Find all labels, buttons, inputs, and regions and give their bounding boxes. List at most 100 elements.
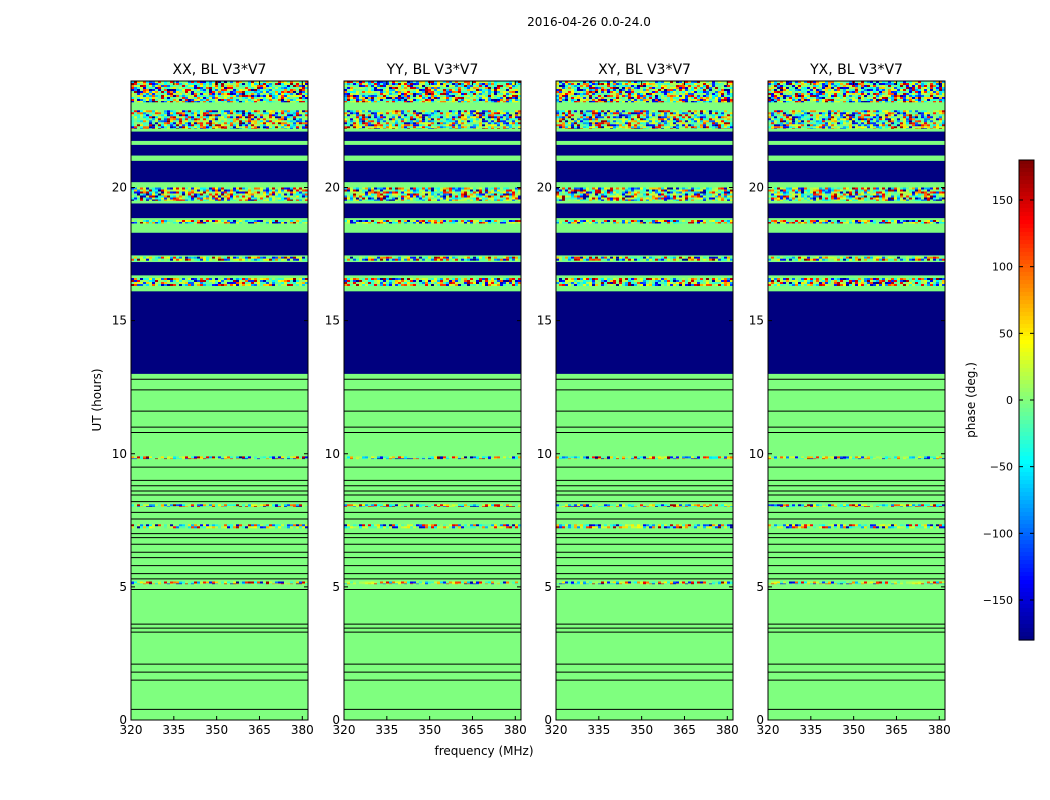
phase-cell: [398, 524, 401, 527]
phase-cell: [506, 118, 509, 121]
phase-cell: [164, 101, 167, 103]
phase-cell: [149, 126, 152, 129]
phase-cell: [254, 258, 257, 261]
phase-cell: [359, 99, 362, 101]
phase-cell: [170, 122, 173, 125]
phase-cell: [485, 85, 488, 87]
phase-cell: [431, 189, 434, 192]
phase-cell: [458, 284, 461, 286]
phase-cell: [179, 83, 182, 85]
phase-cell: [230, 504, 233, 507]
phase-cell: [146, 114, 149, 117]
phase-cell: [359, 81, 362, 83]
phase-cell: [431, 195, 434, 198]
phase-cell: [440, 284, 443, 286]
phase-cell: [377, 581, 380, 584]
phase-cell: [167, 97, 170, 99]
phase-cell: [239, 99, 242, 101]
phase-cell: [281, 456, 284, 459]
phase-cell: [404, 282, 407, 284]
phase-cell: [359, 191, 362, 194]
phase-cell: [290, 81, 293, 83]
phase-cell: [206, 220, 209, 222]
phase-cell: [512, 256, 515, 259]
phase-cell: [263, 120, 266, 123]
phase-cell: [140, 85, 143, 87]
phase-cell: [362, 195, 365, 198]
phase-cell: [356, 524, 359, 527]
phase-cell: [278, 187, 281, 190]
phase-cell: [149, 189, 152, 192]
phase-cell: [239, 526, 242, 529]
phase-cell: [428, 118, 431, 121]
phase-cell: [149, 504, 152, 507]
phase-cell: [158, 110, 161, 113]
phase-cell: [203, 97, 206, 99]
phase-cell: [170, 504, 173, 507]
phase-cell: [452, 89, 455, 91]
phase-cell: [254, 193, 257, 196]
phase-cell: [281, 93, 284, 95]
phase-cell: [188, 99, 191, 101]
phase-cell: [239, 506, 242, 507]
phase-cell: [428, 122, 431, 125]
phase-cell: [350, 193, 353, 196]
phase-cell: [275, 118, 278, 121]
phase-cell: [254, 122, 257, 125]
phase-cell: [428, 258, 431, 261]
phase-cell: [389, 222, 392, 224]
phase-cell: [305, 120, 308, 123]
phase-cell: [398, 116, 401, 119]
phase-cell: [299, 122, 302, 125]
phase-cell: [158, 197, 161, 200]
phase-cell: [455, 83, 458, 85]
phase-cell: [263, 87, 266, 89]
phase-cell: [287, 282, 290, 284]
phase-cell: [491, 81, 494, 83]
phase-cell: [464, 189, 467, 192]
phase-cell: [263, 97, 266, 99]
phase-cell: [404, 195, 407, 198]
phase-cell: [380, 193, 383, 196]
phase-cell: [275, 526, 278, 529]
phase-cell: [353, 124, 356, 127]
phase-cell: [185, 456, 188, 459]
phase-cell: [248, 581, 251, 584]
phase-cell: [362, 85, 365, 87]
phase-cell: [248, 93, 251, 95]
phase-cell: [176, 95, 179, 97]
phase-cell: [512, 282, 515, 284]
phase-cell: [476, 116, 479, 119]
phase-cell: [278, 101, 281, 103]
phase-cell: [134, 581, 137, 584]
phase-cell: [248, 197, 251, 200]
phase-cell: [173, 280, 176, 282]
phase-cell: [497, 187, 500, 190]
phase-cell: [458, 81, 461, 83]
phase-cell: [260, 193, 263, 196]
phase-cell: [494, 99, 497, 101]
phase-cell: [407, 116, 410, 119]
phase-cell: [434, 89, 437, 91]
phase-cell: [299, 118, 302, 121]
phase-cell: [173, 256, 176, 259]
phase-cell: [401, 91, 404, 93]
phase-cell: [302, 83, 305, 85]
phase-cell: [509, 258, 512, 261]
phase-cell: [473, 220, 476, 222]
phase-cell: [149, 95, 152, 97]
phase-cell: [239, 220, 242, 222]
phase-cell: [440, 87, 443, 89]
phase-cell: [164, 89, 167, 91]
phase-cell: [230, 124, 233, 127]
phase-cell: [491, 526, 494, 529]
phase-cell: [377, 280, 380, 282]
phase-cell: [485, 91, 488, 93]
phase-cell: [398, 222, 401, 224]
phase-cell: [473, 258, 476, 261]
phase-cell: [482, 126, 485, 129]
phase-cell: [470, 118, 473, 121]
phase-cell: [224, 93, 227, 95]
phase-cell: [290, 91, 293, 93]
phase-cell: [305, 114, 308, 117]
